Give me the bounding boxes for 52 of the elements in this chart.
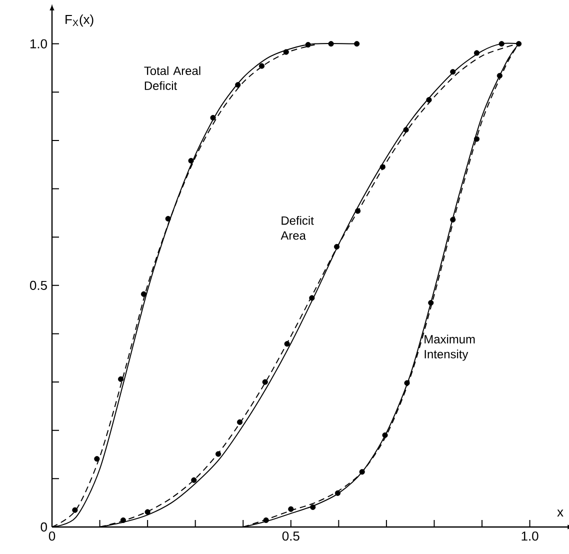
point	[165, 216, 171, 222]
point	[359, 469, 365, 475]
x-tick-label: 0	[48, 531, 56, 541]
point	[334, 244, 340, 250]
y-axis-title: F$_{X}$(x)	[66, 14, 94, 27]
point	[188, 158, 194, 164]
point	[450, 69, 456, 75]
point	[283, 49, 289, 55]
point	[118, 376, 124, 382]
x-tick-label: 1.0	[522, 531, 538, 541]
point	[258, 63, 265, 69]
point	[94, 456, 100, 462]
point	[403, 127, 409, 133]
point	[215, 451, 222, 457]
point	[284, 341, 290, 347]
point	[474, 136, 480, 142]
annotation: Total Areal Deficit	[144, 66, 200, 90]
point	[382, 432, 388, 438]
y-tick-label: 1.0	[30, 39, 47, 48]
point	[450, 216, 456, 222]
point	[263, 517, 269, 524]
point	[498, 41, 504, 47]
point	[144, 509, 150, 515]
point	[235, 82, 241, 88]
point	[309, 295, 315, 301]
point	[354, 41, 360, 47]
point	[380, 164, 386, 170]
y-tick-label: 0.5	[30, 280, 47, 290]
point	[140, 291, 147, 297]
point	[288, 506, 294, 512]
point	[120, 517, 126, 524]
annotation: Maximum Intensity	[424, 334, 475, 361]
point	[305, 42, 311, 48]
point	[210, 114, 216, 121]
point	[354, 208, 361, 214]
point	[516, 41, 522, 47]
x-axis-title: x	[557, 510, 564, 516]
annotation: Deficit Area	[280, 216, 314, 240]
point	[72, 507, 78, 513]
point	[404, 380, 410, 386]
point	[262, 379, 268, 385]
point	[426, 97, 432, 103]
point	[310, 504, 316, 510]
x-tick-label: 0.5	[282, 531, 300, 541]
point	[328, 41, 334, 47]
point	[236, 419, 243, 425]
point	[474, 50, 480, 56]
point	[334, 490, 341, 496]
point	[496, 72, 502, 78]
y-tick-label: 0	[40, 522, 47, 532]
point	[428, 300, 434, 306]
point	[191, 477, 197, 483]
